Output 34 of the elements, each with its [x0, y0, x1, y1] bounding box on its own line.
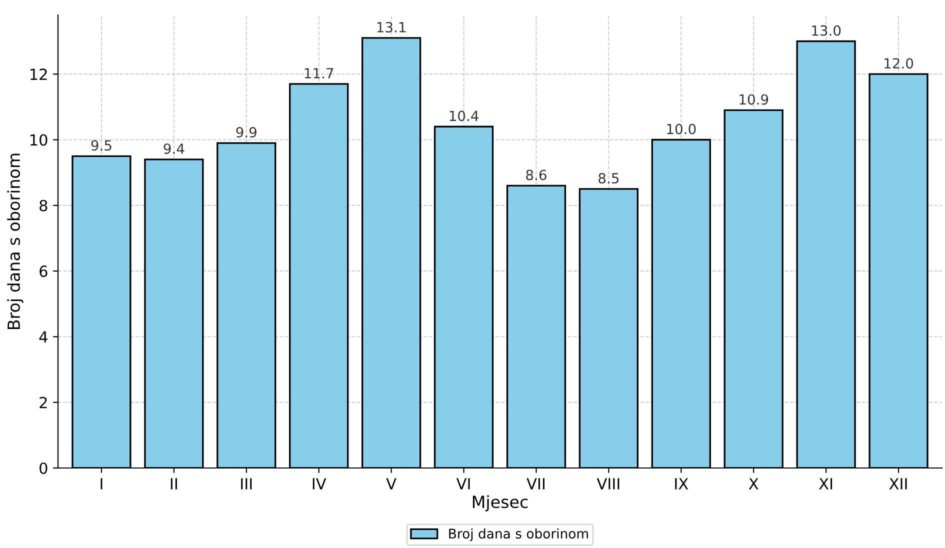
x-tick-label: VIII [596, 478, 620, 490]
y-tick-label: 6 [40, 266, 48, 278]
y-tick-label: 12 [30, 68, 47, 80]
x-tick-label: XII [889, 478, 907, 490]
data-label: 11.7 [304, 68, 334, 78]
y-tick-label: 10 [30, 134, 48, 146]
data-label: 9.4 [164, 143, 184, 154]
data-label: 10.9 [740, 94, 768, 105]
x-axis-title: Mjesec [472, 495, 528, 512]
x-tick-label: XI [819, 478, 832, 490]
data-label: 9.9 [236, 127, 256, 138]
x-tick-label: VI [456, 478, 470, 490]
data-label: 10.4 [450, 110, 478, 122]
y-tick-label: 4 [39, 331, 48, 342]
data-label: 10.0 [667, 124, 696, 134]
y-axis-title: Broj dana s oborinom [7, 154, 24, 330]
x-tick-label: IX [675, 478, 688, 490]
data-label: 8.6 [526, 170, 546, 180]
x-tick-label: VII [526, 478, 544, 490]
data-label: 13.1 [377, 22, 406, 33]
x-tick-label: III [241, 478, 252, 490]
y-tick-label: 0 [40, 462, 48, 474]
y-tick-label: 8 [40, 200, 48, 212]
data-label: 8.5 [598, 173, 619, 184]
x-tick-label: IV [312, 478, 326, 490]
x-tick-label: I [100, 478, 102, 490]
data-label: 9.5 [91, 140, 112, 151]
x-tick-label: X [748, 478, 758, 490]
x-tick-label: II [170, 478, 177, 490]
legend-label: Broj dana s oborinom [449, 528, 588, 542]
x-tick-label: V [386, 478, 396, 490]
data-label: 13.0 [812, 25, 841, 36]
y-tick-label: 2 [40, 396, 47, 408]
data-label: 12.0 [884, 58, 914, 69]
